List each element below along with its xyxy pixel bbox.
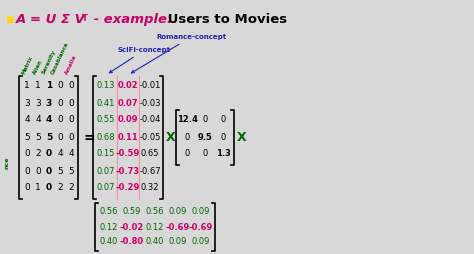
Text: 0: 0: [46, 167, 52, 176]
Text: 4: 4: [57, 150, 63, 158]
Text: 0.09: 0.09: [168, 237, 187, 246]
Text: 0.56: 0.56: [145, 208, 164, 216]
Text: -0.01: -0.01: [139, 82, 161, 90]
Text: 0.15: 0.15: [97, 150, 115, 158]
Text: SciFi-concept: SciFi-concept: [109, 47, 171, 73]
Text: -0.80: -0.80: [119, 237, 144, 246]
Text: 1.3: 1.3: [216, 150, 230, 158]
Text: 0: 0: [68, 99, 74, 107]
Text: 0.09: 0.09: [191, 208, 210, 216]
Text: 0.41: 0.41: [97, 99, 115, 107]
Text: 0.07: 0.07: [118, 99, 138, 107]
Text: 0.65: 0.65: [141, 150, 159, 158]
Text: 0.12: 0.12: [146, 223, 164, 231]
Text: -0.03: -0.03: [139, 99, 161, 107]
Text: 0: 0: [57, 82, 63, 90]
Text: 0: 0: [68, 82, 74, 90]
Text: 12.4: 12.4: [176, 116, 198, 124]
Text: 0: 0: [184, 133, 190, 141]
Text: Romance-concept: Romance-concept: [131, 34, 226, 73]
Text: 0.09: 0.09: [191, 237, 210, 246]
Text: 0.68: 0.68: [97, 133, 115, 141]
Text: Casablanca: Casablanca: [50, 41, 70, 75]
Text: 5: 5: [24, 133, 30, 141]
Text: T: T: [82, 14, 88, 23]
Text: - example:: - example:: [89, 13, 172, 26]
Text: -0.69: -0.69: [165, 223, 190, 231]
Text: Alien: Alien: [32, 58, 44, 75]
Text: 0: 0: [220, 133, 226, 141]
Text: 2: 2: [68, 183, 74, 193]
Text: 0.11: 0.11: [118, 133, 138, 141]
Text: 0: 0: [46, 183, 52, 193]
Text: 0.07: 0.07: [97, 183, 115, 193]
Text: Users to Movies: Users to Movies: [163, 13, 287, 26]
Text: X: X: [166, 131, 176, 144]
Text: 0: 0: [68, 116, 74, 124]
Text: 3: 3: [24, 99, 30, 107]
Text: 1: 1: [35, 183, 41, 193]
Text: 0.09: 0.09: [118, 116, 138, 124]
Text: Amelie: Amelie: [64, 54, 78, 75]
Text: -0.05: -0.05: [139, 133, 161, 141]
Text: 0.07: 0.07: [97, 167, 115, 176]
Text: 0: 0: [202, 116, 208, 124]
Text: 0: 0: [202, 150, 208, 158]
Text: 4: 4: [35, 116, 41, 124]
Text: 0: 0: [46, 150, 52, 158]
Text: 5: 5: [57, 167, 63, 176]
Text: 0: 0: [24, 167, 30, 176]
Text: 0.09: 0.09: [168, 208, 187, 216]
Text: 4: 4: [46, 116, 52, 124]
Text: -0.59: -0.59: [116, 150, 140, 158]
Text: A = U Σ V: A = U Σ V: [16, 13, 86, 26]
Text: 0: 0: [57, 116, 63, 124]
Text: 3: 3: [35, 99, 41, 107]
Text: -0.73: -0.73: [116, 167, 140, 176]
Text: 2: 2: [57, 183, 63, 193]
Text: 0.40: 0.40: [146, 237, 164, 246]
Text: 1: 1: [35, 82, 41, 90]
Text: -0.29: -0.29: [116, 183, 140, 193]
Text: 0.12: 0.12: [100, 223, 118, 231]
Text: 1: 1: [24, 82, 30, 90]
Text: 3: 3: [46, 99, 52, 107]
Text: 1: 1: [46, 82, 52, 90]
Text: 5: 5: [46, 133, 52, 141]
Text: 0: 0: [24, 183, 30, 193]
Text: X: X: [237, 131, 247, 144]
Text: 0: 0: [57, 133, 63, 141]
Text: 0.59: 0.59: [122, 208, 141, 216]
Text: 0.32: 0.32: [141, 183, 159, 193]
Text: 0.56: 0.56: [99, 208, 118, 216]
Text: 0: 0: [35, 167, 41, 176]
Text: 4: 4: [68, 150, 74, 158]
Text: 0.02: 0.02: [118, 82, 138, 90]
Text: -0.02: -0.02: [119, 223, 144, 231]
Text: 0.55: 0.55: [97, 116, 115, 124]
Text: 0.40: 0.40: [100, 237, 118, 246]
Text: Serenity: Serenity: [41, 49, 57, 75]
Text: 0: 0: [68, 133, 74, 141]
Text: 2: 2: [35, 150, 41, 158]
Text: 5: 5: [35, 133, 41, 141]
Text: 4: 4: [24, 116, 30, 124]
Text: 9.5: 9.5: [198, 133, 212, 141]
Text: -0.69: -0.69: [188, 223, 213, 231]
Text: 0: 0: [57, 99, 63, 107]
Text: 0: 0: [220, 116, 226, 124]
Text: -0.67: -0.67: [139, 167, 161, 176]
Text: ▪: ▪: [6, 13, 15, 26]
Text: -0.04: -0.04: [139, 116, 161, 124]
Text: 5: 5: [68, 167, 74, 176]
Text: nce: nce: [4, 157, 9, 169]
Text: Matrix: Matrix: [20, 55, 34, 75]
Text: 0.13: 0.13: [97, 82, 115, 90]
Text: =: =: [84, 131, 96, 145]
Text: 0: 0: [184, 150, 190, 158]
Text: 0: 0: [24, 150, 30, 158]
